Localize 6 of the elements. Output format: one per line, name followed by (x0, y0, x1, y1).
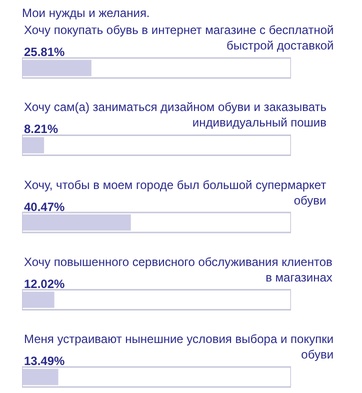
data-label: 8.21% (24, 122, 58, 136)
data-label: 12.02% (24, 277, 66, 291)
text: Мои нужды и желания. (22, 6, 150, 20)
data-label: 40.47% (24, 200, 66, 214)
data-label: 25.81% (24, 45, 66, 59)
data-label: 13.49% (24, 354, 66, 368)
